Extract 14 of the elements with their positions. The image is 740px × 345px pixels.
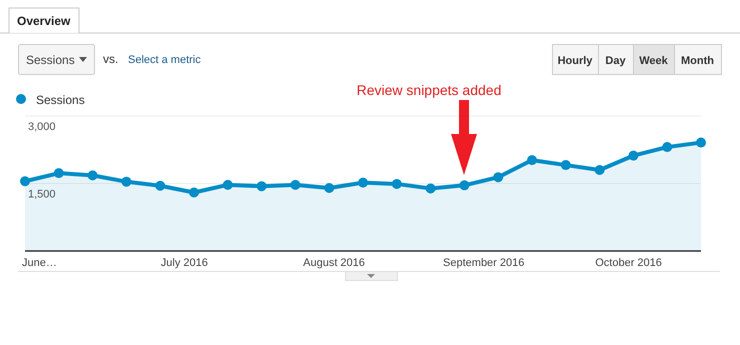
x-tick-label: September 2016 xyxy=(443,257,524,269)
time-scale-buttons: Hourly Day Week Month xyxy=(552,44,722,75)
x-tick-label: July 2016 xyxy=(160,257,208,269)
metric-dropdown: Sessions xyxy=(18,44,95,75)
x-tick-label: August 2016 xyxy=(303,257,365,269)
y-tick-label: 1,500 xyxy=(28,188,56,200)
legend-label: Sessions xyxy=(36,93,85,107)
text: Select a metric xyxy=(128,54,202,66)
x-tick-label: October 2016 xyxy=(595,257,662,269)
x-tick-label: June… xyxy=(22,257,57,269)
text: Review snippets added xyxy=(356,82,502,98)
text: vs. xyxy=(103,52,118,66)
y-tick-label: 3,000 xyxy=(28,121,56,133)
overview-tab: Overview xyxy=(0,8,740,34)
